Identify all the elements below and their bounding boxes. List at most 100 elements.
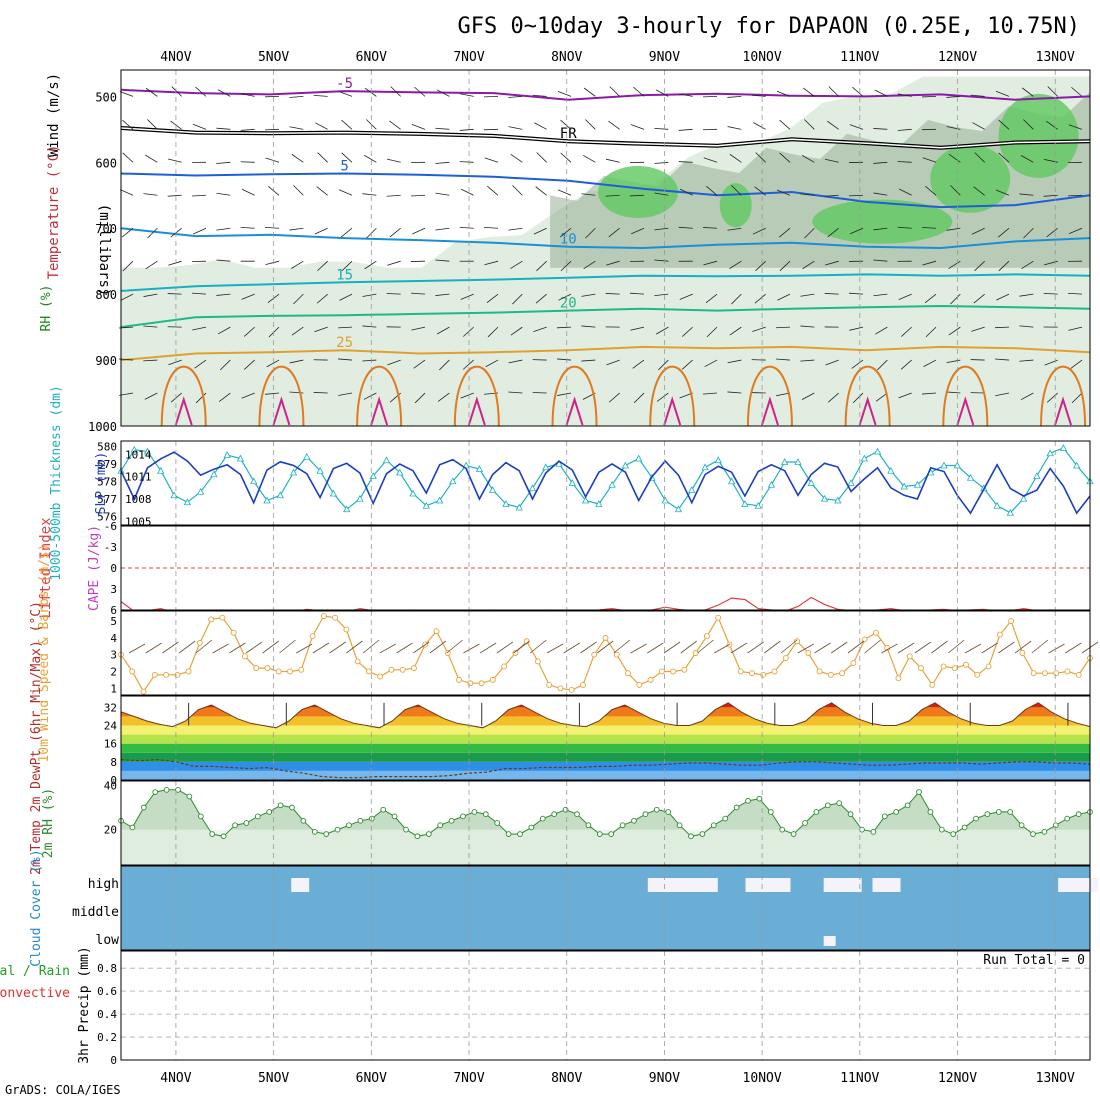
wind-barb (293, 185, 304, 196)
wind-barb (167, 194, 182, 197)
wind-barb (970, 359, 985, 361)
wind-barb (240, 226, 255, 229)
wind-barb (266, 359, 280, 368)
heat-contour-inner (370, 396, 389, 426)
wind-barb (216, 293, 231, 296)
wind-barb (314, 326, 328, 333)
rh-point (961, 824, 968, 831)
wind-barb (581, 359, 596, 362)
wind-barb (946, 391, 961, 394)
wind-barb (532, 392, 547, 394)
wind-barb (755, 152, 766, 163)
wind-barb (216, 161, 231, 164)
thick-y-tick: 580 (97, 440, 117, 453)
wind-barb (706, 326, 718, 338)
wind-barb (241, 188, 255, 196)
rh-point (596, 831, 603, 837)
wind-barb (122, 260, 134, 272)
temp-line (120, 702, 1091, 729)
surface-wind-barb (897, 642, 915, 654)
wind-barb (873, 259, 888, 262)
wind-barb (560, 260, 572, 272)
rh-point (881, 813, 888, 820)
rh-point (209, 831, 216, 837)
wind-barb (824, 194, 839, 197)
wind-barb (973, 293, 985, 304)
wind-barb (460, 392, 474, 399)
cloud-level-middle: middle (72, 905, 119, 920)
surface-wind-barb (245, 641, 263, 654)
thickness-point (422, 501, 430, 509)
surface-wind-barb (747, 641, 764, 654)
thickness-point (236, 454, 245, 462)
thickness-point (581, 496, 590, 504)
wind-barb (339, 293, 353, 301)
wind-barb (315, 122, 328, 130)
wind-barb (487, 185, 499, 196)
wind-barb (143, 325, 158, 328)
credit-text: GrADS: COLA/IGES (5, 1083, 121, 1097)
temp-y-tick: 32 (104, 701, 117, 714)
temp-y-tick: 16 (104, 738, 117, 751)
temp-contour-10 (120, 227, 1091, 250)
li-y-tick: -3 (104, 541, 117, 554)
surface-wind-barb (279, 639, 296, 654)
wind-speed-point (332, 614, 339, 621)
wind-barb (921, 95, 937, 98)
wind-y-tick: 1 (110, 682, 117, 695)
wind-barb (873, 227, 888, 231)
panel-frames (120, 69, 1091, 1061)
wind-barb (801, 155, 815, 163)
wind-barb (216, 227, 231, 231)
x-tick-bottom: 6NOV (356, 1071, 387, 1086)
rh-point (699, 831, 706, 837)
wind-speed-point (253, 665, 260, 672)
contour-label: 25 (336, 335, 353, 351)
wind-speed-point (309, 633, 316, 640)
wind-barb (243, 326, 255, 337)
thickness-point (449, 477, 457, 485)
rh-high-patch (598, 165, 679, 218)
wind-speed-point (760, 671, 767, 678)
temp-y-tick: 8 (110, 756, 117, 769)
precip-side-total: Total / Rain (0, 964, 70, 979)
surface-wind-barb (513, 640, 530, 654)
rh-point (380, 806, 387, 813)
wind-barb (459, 226, 474, 229)
wind-barb (995, 189, 1010, 196)
wind-barb (460, 188, 474, 196)
rh-point (414, 833, 421, 840)
wind-barb (679, 188, 693, 196)
x-tick-top: 7NOV (453, 50, 484, 65)
surface-wind-barb (814, 642, 831, 654)
rh-point (927, 809, 934, 815)
wind-barb (389, 227, 401, 238)
wind-barb (605, 293, 620, 295)
wind-barb (922, 392, 937, 395)
precip-y-tick: 0.4 (97, 1008, 117, 1021)
wind-barb (681, 359, 693, 370)
wind-speed-point (230, 629, 237, 636)
rh-point (505, 831, 512, 837)
x-tick-top: 12NOV (938, 50, 977, 65)
wind-speed-point (1019, 650, 1026, 656)
cloud-high-patch (647, 878, 718, 892)
wind-barb (679, 293, 693, 300)
wind-barb (973, 186, 985, 196)
slp-y-tick: 1005 (125, 515, 152, 528)
wind-barb (119, 392, 134, 396)
wind-barb (873, 128, 888, 130)
wind-barb (852, 392, 864, 404)
contour-label: 5 (340, 159, 348, 175)
wind-barb (898, 293, 912, 301)
thickness-point (475, 465, 484, 472)
wind-barb (411, 326, 426, 331)
wind-speed-point (411, 665, 417, 672)
surface-wind-barb (312, 642, 330, 654)
wind-speed-point (658, 668, 665, 675)
wind-barb (436, 326, 450, 335)
surface-wind-barb (580, 641, 597, 654)
surface-wind-barb (463, 643, 480, 654)
wind-barb (412, 227, 426, 235)
temp-band (121, 725, 1090, 735)
